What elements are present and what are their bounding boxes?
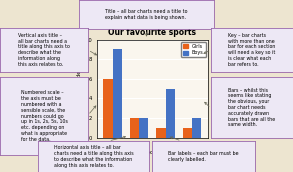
Text: Bars – whilst this
seems like stating
the obvious, your
bar chart needs
accurate: Bars – whilst this seems like stating th… — [228, 88, 276, 127]
Text: Vertical axis title –
all bar charts need a
title along this axis to
describe wh: Vertical axis title – all bar charts nee… — [18, 33, 70, 67]
Text: Bar labels – each bar must be
clearly labelled.: Bar labels – each bar must be clearly la… — [168, 151, 239, 162]
Y-axis label: Number of students: Number of students — [77, 62, 82, 115]
Bar — [130, 118, 139, 138]
Legend: Girls, Boys: Girls, Boys — [181, 42, 206, 57]
Bar — [103, 79, 113, 138]
Title: Our favourite sports: Our favourite sports — [108, 28, 196, 37]
X-axis label: Sports: Sports — [142, 150, 162, 155]
Text: Title – all bar charts need a title to
explain what data is being shown.: Title – all bar charts need a title to e… — [105, 9, 188, 20]
Text: Key – bar charts
with more than one
bar for each section
will need a key so it
i: Key – bar charts with more than one bar … — [228, 33, 276, 67]
Text: Horizontal axis title – all bar
charts need a title along this axis
to describe : Horizontal axis title – all bar charts n… — [54, 145, 134, 168]
Bar — [139, 118, 148, 138]
Text: Numbered scale –
the axis must be
numbered with a
sensible scale, the
numbers co: Numbered scale – the axis must be number… — [21, 90, 67, 142]
Bar — [183, 128, 192, 138]
Bar — [166, 89, 175, 138]
Bar — [156, 128, 166, 138]
Bar — [192, 118, 201, 138]
Bar — [113, 49, 122, 138]
